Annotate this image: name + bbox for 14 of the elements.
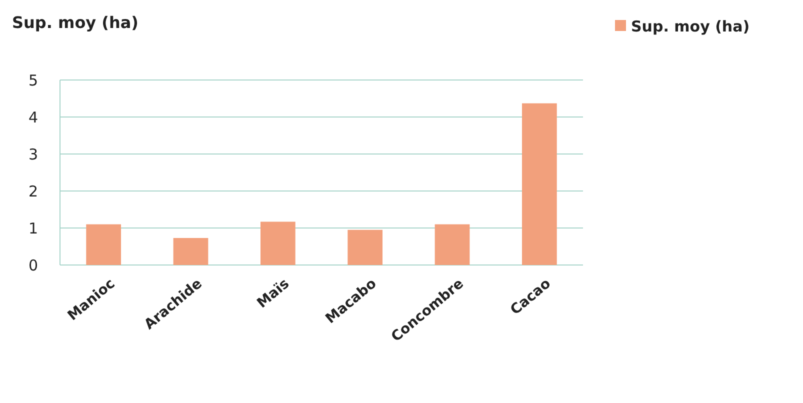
y-tick-label: 1 [28, 219, 38, 238]
bar [86, 224, 122, 265]
y-tick-label: 0 [28, 256, 38, 274]
bar [260, 222, 296, 265]
y-tick-label: 4 [28, 108, 38, 126]
bar [173, 238, 208, 265]
chart-title: Sup. moy (ha) [12, 13, 138, 32]
bar [522, 103, 557, 265]
bar [348, 230, 383, 265]
legend-label: Sup. moy (ha) [631, 17, 750, 36]
y-tick-label: 3 [28, 145, 38, 164]
y-tick-label: 5 [28, 71, 38, 90]
bar [434, 224, 470, 265]
y-tick-label: 2 [28, 182, 38, 200]
